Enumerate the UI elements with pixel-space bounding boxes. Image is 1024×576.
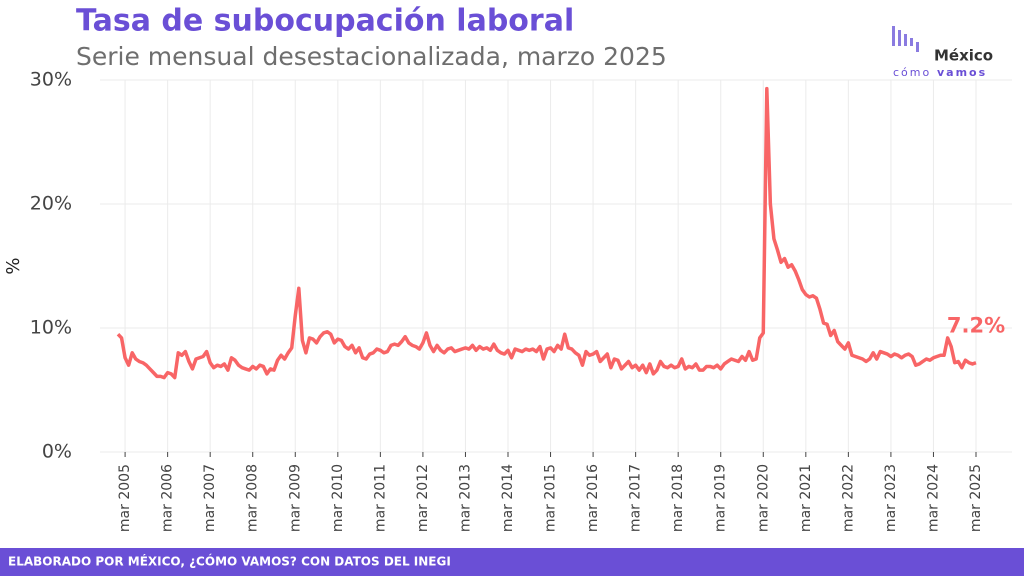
- x-tick-label: mar 2011: [372, 464, 388, 532]
- y-tick-label: 0%: [42, 441, 72, 463]
- x-tick-label: mar 2012: [415, 464, 431, 532]
- x-tick-label: mar 2009: [287, 464, 303, 532]
- logo-name: México: [934, 47, 993, 65]
- x-tick-label: mar 2020: [755, 464, 771, 532]
- logo-word: cómo: [893, 66, 931, 79]
- x-tick-label: mar 2005: [117, 464, 133, 532]
- logo-bar: [904, 34, 907, 46]
- x-tick-label: mar 2008: [245, 464, 261, 532]
- chart-subtitle: Serie mensual desestacionalizada, marzo …: [76, 42, 667, 71]
- x-tick-label: mar 2017: [628, 464, 644, 532]
- x-tick-label: mar 2006: [160, 464, 176, 532]
- x-tick-label: mar 2019: [713, 464, 729, 532]
- logo-bar: [898, 30, 901, 46]
- y-tick-label: 20%: [30, 193, 72, 215]
- x-tick-label: mar 2023: [883, 464, 899, 532]
- x-tick-label: mar 2021: [798, 464, 814, 532]
- x-tick-label: mar 2018: [670, 464, 686, 532]
- x-tick-label: mar 2013: [457, 464, 473, 532]
- y-axis-label: %: [3, 257, 24, 274]
- x-tick-label: mar 2014: [500, 464, 516, 532]
- annotation: 7.2%: [947, 314, 1005, 338]
- chart-title: Tasa de subocupación laboral: [76, 4, 574, 39]
- x-tick-label: mar 2007: [202, 464, 218, 532]
- data-line: [116, 86, 977, 380]
- x-tick-label: mar 2010: [330, 464, 346, 532]
- x-tick-label: mar 2024: [925, 464, 941, 532]
- y-tick-label: 30%: [30, 69, 72, 91]
- logo-bar: [892, 26, 895, 46]
- footer: ELABORADO POR MÉXICO, ¿CÓMO VAMOS? CON D…: [8, 554, 451, 569]
- logo-bar: [916, 42, 919, 52]
- x-tick-label: mar 2025: [968, 464, 984, 532]
- footer-bar: [0, 548, 1024, 576]
- x-tick-label: mar 2016: [585, 464, 601, 532]
- logo-bar: [910, 38, 913, 46]
- y-tick-label: 10%: [30, 317, 72, 339]
- x-tick-label: mar 2022: [840, 464, 856, 532]
- logo: México cómo vamos: [892, 26, 993, 79]
- logo-word: vamos: [937, 66, 987, 79]
- x-tick-label: mar 2015: [543, 464, 559, 532]
